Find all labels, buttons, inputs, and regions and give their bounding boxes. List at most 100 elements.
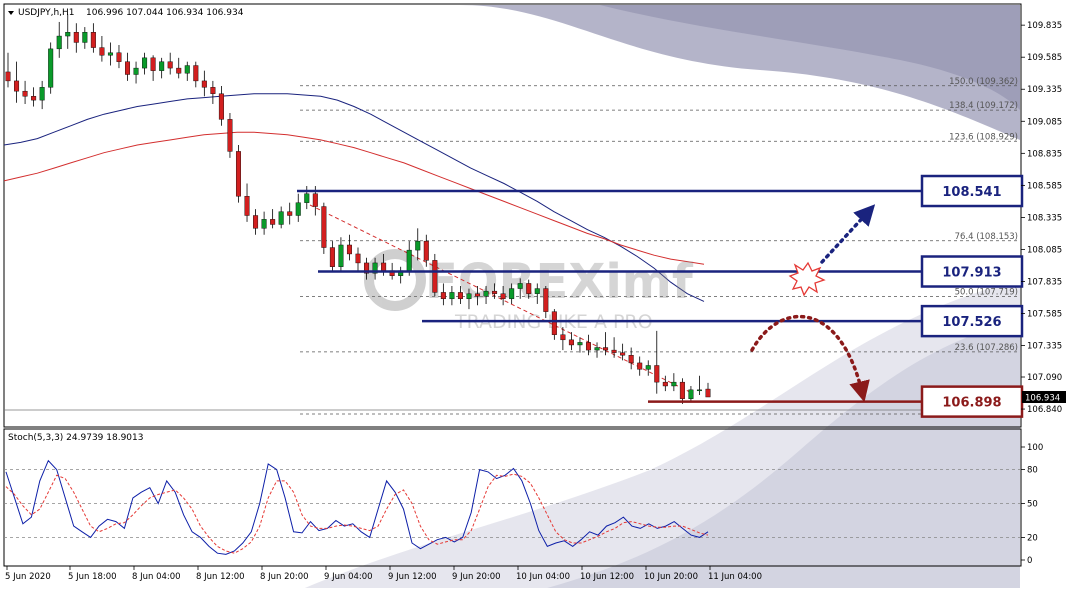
candle-body [517, 283, 523, 289]
candle-body [620, 352, 626, 356]
candle-body [492, 290, 498, 294]
candle-body [560, 334, 566, 341]
candle-body [440, 292, 446, 300]
candle-body [65, 32, 71, 37]
candle-body [662, 381, 668, 387]
ma-blue-line [3, 93, 705, 302]
time-tick-label: 8 Jun 12:00 [196, 572, 245, 582]
foreximf-watermark: FOREXimf TRADING LIKE A PRO [364, 249, 694, 333]
candle-body [142, 57, 148, 69]
stoch-panel-frame [3, 428, 1022, 567]
price-tick-label: 108.085 [1027, 245, 1062, 255]
time-tick-label: 10 Jun 12:00 [580, 572, 634, 582]
candle-body [449, 292, 455, 300]
key-level-box [920, 304, 1024, 338]
candle-body [346, 244, 352, 255]
time-tick-label: 5 Jun 18:00 [68, 572, 117, 582]
price-tick-label: 107.335 [1027, 342, 1062, 352]
candle-body [628, 355, 634, 364]
stoch-main-line [5, 459, 709, 555]
candle-body [176, 67, 182, 74]
candle-body [457, 292, 463, 300]
price-tick-label: 107.585 [1027, 310, 1062, 320]
candle-body [372, 262, 378, 274]
time-axis: 5 Jun 2020 5 Jun 18:00 8 Jun 04:00 8 Jun 12… [5, 566, 762, 582]
moving-averages [3, 93, 705, 302]
fib-label: 138.4 (109.172) [949, 101, 1018, 111]
candle-body [466, 293, 472, 300]
time-tick-label: 9 Jun 12:00 [388, 572, 437, 582]
time-tick-label: 8 Jun 04:00 [132, 572, 181, 582]
candle-body [543, 288, 549, 312]
price-tick-label: 107.835 [1027, 278, 1062, 288]
fibonacci-levels: 150.0 (109.362) 138.4 (109.172) 123.6 (108… [300, 77, 1020, 415]
candle-body [184, 65, 190, 74]
candle-body [116, 52, 122, 62]
time-tick-label: 8 Jun 20:00 [260, 572, 309, 582]
stoch-label: Stoch(5,3,3) 24.9739 18.9013 [8, 433, 143, 443]
candle-body [295, 202, 301, 216]
candle-body [287, 211, 293, 216]
background-waves [300, 5, 1020, 590]
candle-body [90, 32, 96, 48]
dropdown-icon[interactable] [8, 11, 14, 15]
fib-label: 123.6 (108.929) [949, 132, 1018, 142]
candle-body [14, 80, 20, 92]
candle-body [654, 365, 660, 383]
candle-body [227, 119, 233, 152]
candle-body [500, 293, 506, 300]
candle-body [611, 349, 617, 353]
price-tick-label: 108.585 [1027, 181, 1062, 191]
time-tick-label: 10 Jun 04:00 [516, 572, 570, 582]
candle-body [159, 61, 165, 71]
candle-body [312, 193, 318, 207]
price-tick-label: 109.085 [1027, 117, 1062, 127]
price-panel-frame [3, 3, 1022, 428]
candle-body [577, 342, 583, 346]
price-tick-label: 106.840 [1027, 405, 1062, 415]
candle-body [201, 80, 207, 88]
candle-body [551, 311, 557, 335]
candle-body [73, 32, 79, 43]
candle-body [210, 87, 216, 94]
candle-body [270, 219, 276, 225]
key-level-label: 106.898 [942, 396, 1001, 411]
stoch-tick-label: 0 [1027, 556, 1032, 566]
key-level-box [920, 174, 1024, 208]
price-tick-label: 109.585 [1027, 53, 1062, 63]
stoch-tick-label: 80 [1027, 466, 1038, 476]
candle-body [31, 96, 37, 101]
candle-body [526, 283, 532, 294]
candle-body [125, 61, 131, 75]
candle-body [304, 193, 310, 203]
candle-body [56, 35, 62, 50]
symbol-label: USDJPY,h,H1 [18, 8, 75, 18]
stoch-axis: 100 80 50 20 0 [1021, 443, 1043, 566]
time-tick-label: 9 Jun 20:00 [452, 572, 501, 582]
candle-body [568, 339, 574, 346]
candle-body [509, 288, 515, 300]
candlesticks [5, 14, 711, 404]
candle-body [253, 215, 259, 229]
candle-body [133, 67, 139, 75]
candle-body [679, 381, 685, 399]
price-tick-label: 109.335 [1027, 85, 1062, 95]
fib-label: 150.0 (109.362) [949, 77, 1018, 87]
candle-body [278, 211, 284, 225]
time-tick-label: 10 Jun 20:00 [644, 572, 698, 582]
candle-body [637, 362, 643, 370]
candle-body [645, 365, 651, 370]
candle-body [585, 342, 591, 351]
candle-body [423, 240, 429, 261]
candle-body [705, 388, 711, 398]
ma-red-line [3, 131, 705, 265]
candle-body [261, 219, 267, 229]
candle-body [321, 206, 327, 248]
stochastic-panel [4, 459, 1020, 555]
candle-body [150, 57, 156, 71]
fib-label: 50.0 (107.719) [955, 287, 1018, 297]
candle-body [406, 249, 412, 271]
candle-body [218, 93, 224, 120]
